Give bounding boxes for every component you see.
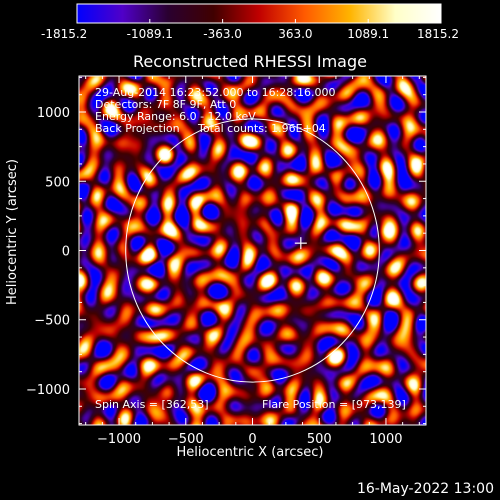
energy-range-text: Energy Range: 6.0 - 12.0 keV <box>95 110 256 123</box>
method-text: Back Projection <box>95 122 180 135</box>
solar-limb-circle <box>125 118 380 383</box>
y-tick-label: −1000 <box>26 383 70 398</box>
colorbar-tick-label: 363.0 <box>278 27 312 41</box>
x-tick-label: 1000 <box>369 432 402 447</box>
chart-title: Reconstructed RHESSI Image <box>133 52 367 71</box>
time-range-text: 29-Aug-2014 16:23:52.000 to 16:28:16.000 <box>95 86 336 99</box>
x-tick-label: −500 <box>168 432 204 447</box>
heatmap-image <box>79 76 426 425</box>
x-tick-label: 500 <box>307 432 332 447</box>
y-tick-label: −500 <box>34 314 70 329</box>
spin-axis-text: Spin Axis = [362,53] <box>95 398 209 411</box>
x-tick-label: −1000 <box>97 432 141 447</box>
colorbar-tick-label: 1815.2 <box>417 27 459 41</box>
colorbar-frame <box>76 3 442 24</box>
y-tick-label: 1000 <box>37 106 70 121</box>
detectors-text: Detectors: 7F 8F 9F, Att 0 <box>95 98 237 111</box>
colorbar <box>77 4 441 23</box>
colorbar-tick-label: -1089.1 <box>127 27 173 41</box>
colorbar-tick-label: 1089.1 <box>347 27 389 41</box>
colorbar-tick-label: -1815.2 <box>41 27 87 41</box>
footer-timestamp: 16-May-2022 13:00 <box>356 481 494 497</box>
flare-position-text: Flare Position = [973,139] <box>262 398 406 411</box>
x-axis-label: Heliocentric X (arcsec) <box>176 445 324 460</box>
x-tick-label: 0 <box>248 432 256 447</box>
total-counts-text: Total counts: 1.96E+04 <box>198 122 326 135</box>
y-axis-label: Heliocentric Y (arcsec) <box>5 159 20 305</box>
colorbar-tick-label: -363.0 <box>203 27 242 41</box>
y-tick-label: 500 <box>45 175 70 190</box>
y-tick-label: 0 <box>62 245 70 260</box>
